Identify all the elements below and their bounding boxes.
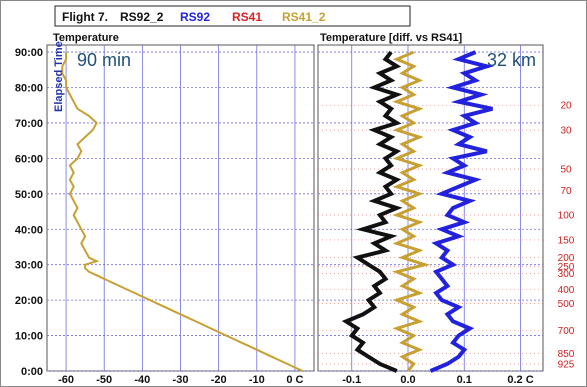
right-pressure-tick-label: 150 (558, 235, 575, 246)
left-series-layer (61, 52, 304, 372)
right-pressure-tick-label: 300 (558, 269, 575, 280)
legend-box (54, 5, 411, 27)
left-series-rs41-2 (61, 52, 304, 372)
left-y-tick-label: 40:00 (15, 224, 43, 236)
left-y-tick-label: 80:00 (15, 83, 43, 95)
left-x-tick-label: -20 (211, 374, 227, 386)
right-pressure-tick-label: 500 (558, 299, 575, 310)
left-y-axis-label: Elapsed Time (53, 41, 65, 112)
right-x-tick-label: 0.2 C (507, 374, 533, 386)
left-x-tick-label: -50 (96, 374, 112, 386)
right-pressure-tick-label: 850 (558, 349, 575, 360)
right-series-rs41-2 (392, 50, 431, 372)
right-altitude-annotation: 32 km (487, 50, 536, 70)
right-pressure-tick-label: 200 (558, 253, 575, 264)
right-chart-title: Temperature [diff. vs RS41] (320, 32, 463, 44)
right-pressure-tick-label: 400 (558, 285, 575, 296)
left-y-tick-label: 90:00 (15, 47, 43, 59)
left-chart-title: Temperature (53, 32, 119, 44)
left-y-tick-label: 10:00 (15, 331, 43, 343)
left-y-tick-label: 50:00 (15, 189, 43, 201)
left-y-tick-labels: 0:00 10:00 20:00 30:00 40:00 50:00 60:00 70:00 8… (15, 47, 43, 378)
left-x-tick-labels: -60 -50 -40 -30 -20 -10 0 C (58, 374, 303, 386)
left-duration-annotation: 90 min (77, 50, 131, 70)
left-gridlines (47, 45, 314, 372)
legend-item-rs41-2: RS41_2 (282, 10, 326, 24)
right-pressure-tick-label: 700 (558, 326, 575, 337)
left-x-tick-label: -40 (134, 374, 150, 386)
right-pressure-tick-label: 50 (560, 165, 572, 176)
right-pressure-tick-label: 30 (560, 126, 572, 137)
right-series-layer (341, 50, 495, 373)
left-x-tick-label: 0 C (286, 374, 303, 386)
left-y-tick-label: 60:00 (15, 153, 43, 165)
right-pressure-tick-label: 100 (558, 211, 575, 222)
right-x-tick-labels: -0.1 0.0 0.1 0.2 C (342, 374, 533, 386)
legend-item-rs92-2: RS92_2 (120, 10, 164, 24)
right-pressure-tick-label: 250 (558, 262, 575, 273)
left-panel: -60 -50 -40 -30 -20 -10 0 C 0:00 10:00 20:00 30:0… (15, 32, 315, 386)
right-pressure-tick-label: 20 (560, 101, 572, 112)
legend-items: RS92_2 RS92 RS41 RS41_2 (120, 10, 326, 24)
right-x-tick-label: -0.1 (342, 374, 361, 386)
left-x-tick-label: -30 (173, 374, 189, 386)
left-y-tick-label: 0:00 (21, 366, 43, 378)
left-y-tick-label: 20:00 (15, 295, 43, 307)
legend-item-rs92: RS92 (180, 10, 210, 24)
right-series-rs92-2 (341, 50, 403, 373)
left-y-tick-label: 30:00 (15, 260, 43, 272)
right-series-rs92 (429, 50, 495, 373)
right-pressure-tick-label: 925 (558, 359, 575, 370)
right-pressure-tick-label: 70 (560, 186, 572, 197)
right-x-tick-label: 0.0 (400, 374, 415, 386)
left-x-tick-label: -60 (58, 374, 74, 386)
right-x-tick-label: 0.1 (457, 374, 472, 386)
left-x-tick-label: -10 (249, 374, 265, 386)
legend-item-rs41: RS41 (232, 10, 262, 24)
left-y-tick-label: 70:00 (15, 118, 43, 130)
legend-flight-label: Flight 7. (62, 10, 108, 24)
